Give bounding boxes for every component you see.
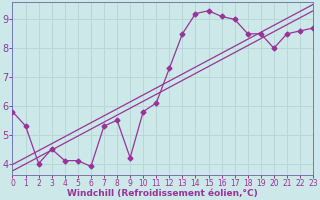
X-axis label: Windchill (Refroidissement éolien,°C): Windchill (Refroidissement éolien,°C) — [68, 189, 258, 198]
